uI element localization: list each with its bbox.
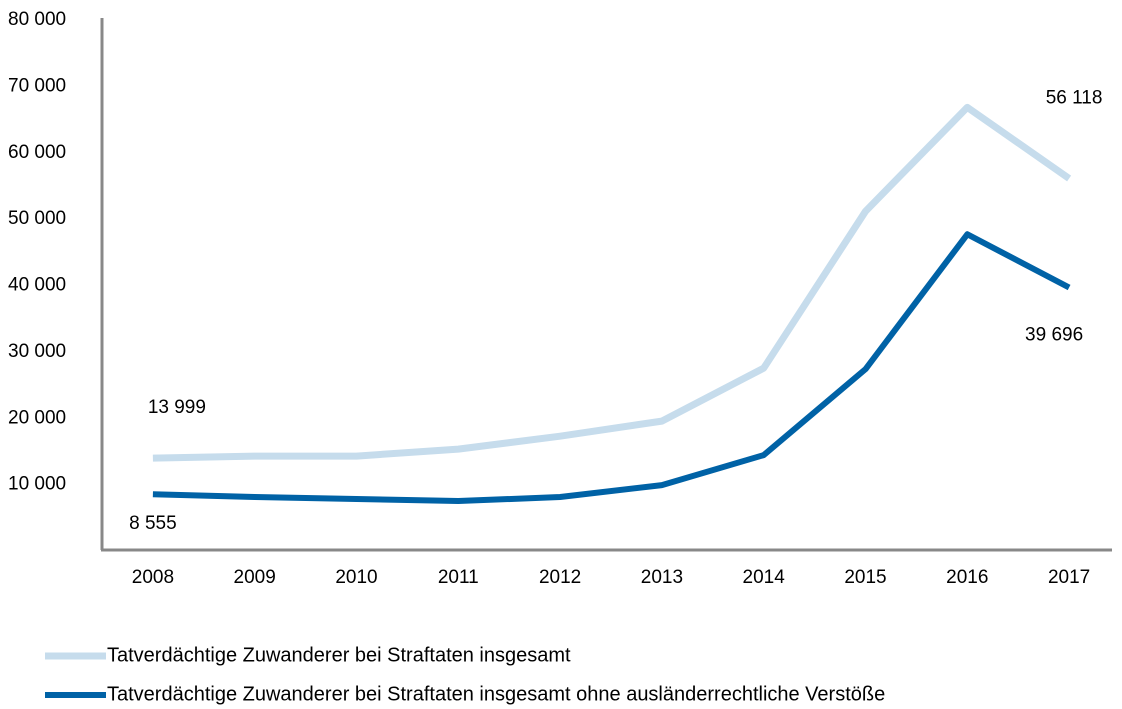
x-tick-label: 2015 <box>844 567 886 588</box>
x-tick-label: 2009 <box>234 567 276 588</box>
data-label: 8 555 <box>129 513 177 534</box>
x-tick-label: 2012 <box>539 567 581 588</box>
y-tick-label: 80 000 <box>8 9 66 30</box>
x-tick-label: 2017 <box>1048 567 1090 588</box>
y-tick-label: 40 000 <box>8 275 66 296</box>
y-tick-label: 70 000 <box>8 75 66 96</box>
series-line <box>152 103 1072 462</box>
x-tick-label: 2008 <box>132 567 174 588</box>
legend-label: Tatverdächtige Zuwanderer bei Straftaten… <box>107 683 885 705</box>
y-tick-label: 10 000 <box>8 474 66 495</box>
x-tick-label: 2014 <box>743 567 786 588</box>
data-label: 13 999 <box>148 397 206 418</box>
legend-label: Tatverdächtige Zuwanderer bei Straftaten… <box>107 644 571 666</box>
y-tick-label: 60 000 <box>8 142 66 163</box>
y-tick-label: 30 000 <box>8 341 66 362</box>
data-label: 56 118 <box>1046 88 1103 109</box>
series-line <box>152 231 1071 505</box>
x-tick-label: 2016 <box>946 567 988 588</box>
y-tick-label: 20 000 <box>8 407 66 428</box>
x-tick-label: 2010 <box>335 567 377 588</box>
x-tick-label: 2011 <box>438 567 479 588</box>
y-tick-label: 50 000 <box>8 208 66 229</box>
data-label: 39 696 <box>1025 325 1083 346</box>
x-tick-label: 2013 <box>641 567 683 588</box>
